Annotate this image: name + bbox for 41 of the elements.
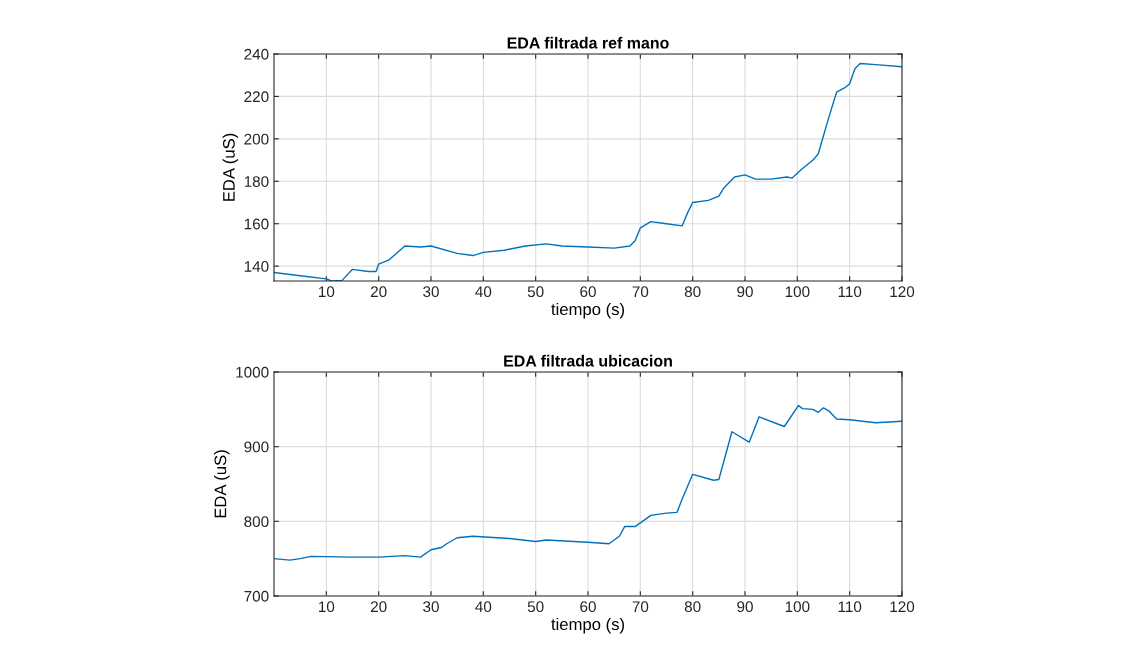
x-tick-label: 110	[838, 286, 862, 298]
y-tick-label: 140	[244, 261, 269, 272]
x-tick-label: 20	[370, 286, 387, 298]
x-tick-label: 10	[319, 286, 335, 298]
y-tick-label: 180	[244, 176, 269, 187]
chart-title: EDA filtrada ubicacion	[504, 354, 672, 367]
chart-title: EDA filtrada ref mano	[507, 36, 669, 49]
x-tick-label: 40	[475, 286, 492, 298]
x-tick-label: 60	[580, 601, 596, 613]
y-axis-title: EDA (uS)	[214, 450, 230, 518]
x-tick-label: 80	[684, 286, 701, 298]
y-tick-label: 240	[244, 48, 269, 60]
x-tick-label: 70	[632, 601, 649, 613]
x-tick-label: 50	[527, 286, 544, 298]
line-series	[274, 404, 902, 561]
x-tick-label: 20	[370, 601, 387, 613]
y-axis-title: EDA (uS)	[222, 133, 239, 201]
x-tick-label: 110	[838, 601, 862, 613]
x-tick-label: 70	[632, 286, 649, 298]
x-tick-label: 80	[684, 601, 701, 613]
x-tick-label: 30	[423, 601, 439, 613]
y-tick-label: 800	[244, 516, 269, 528]
x-tick-label: 120	[890, 601, 915, 613]
x-tick-label: 100	[785, 286, 810, 298]
y-tick-label: 220	[244, 91, 269, 103]
y-tick-label: 1000	[236, 366, 269, 378]
x-axis-title: tiempo (s)	[551, 302, 625, 319]
x-tick-label: 10	[319, 601, 335, 613]
x-tick-label: 30	[423, 286, 439, 298]
x-tick-label: 90	[737, 601, 753, 613]
x-tick-label: 40	[475, 601, 492, 613]
x-tick-label: 120	[890, 286, 915, 298]
y-tick-label: 900	[244, 441, 269, 453]
y-tick-label: 700	[244, 590, 269, 602]
x-tick-label: 100	[785, 601, 810, 613]
x-axis-title: tiempo (s)	[551, 617, 625, 634]
x-tick-label: 50	[527, 601, 544, 613]
y-tick-label: 200	[244, 133, 269, 145]
x-tick-label: 90	[737, 286, 753, 298]
x-tick-label: 60	[580, 286, 596, 298]
y-tick-label: 160	[244, 218, 269, 230]
